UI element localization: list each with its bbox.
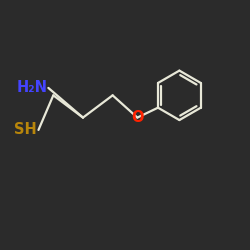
- Text: O: O: [131, 110, 143, 125]
- Text: H₂N: H₂N: [16, 80, 47, 96]
- Text: SH: SH: [14, 122, 37, 138]
